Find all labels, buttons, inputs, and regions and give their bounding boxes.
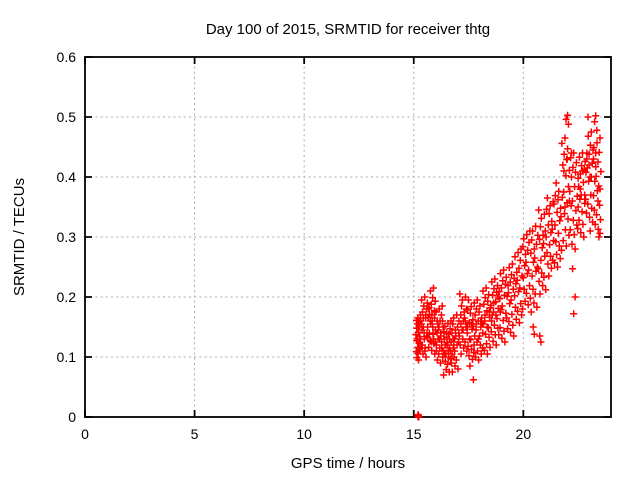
x-tick-label: 10 (296, 426, 312, 442)
x-tick-label: 5 (191, 426, 199, 442)
y-tick-label: 0.5 (57, 109, 77, 125)
y-tick-label: 0.1 (57, 349, 77, 365)
chart-title: Day 100 of 2015, SRMTID for receiver tht… (206, 21, 490, 38)
y-tick-label: 0.4 (57, 169, 77, 185)
x-tick-label: 15 (406, 426, 422, 442)
y-tick-label: 0.6 (57, 49, 77, 65)
plot-frame (84, 56, 612, 418)
y-tick-label: 0 (68, 409, 76, 425)
x-tick-label: 0 (81, 426, 89, 442)
data-points (412, 111, 605, 421)
y-tick-label: 0.3 (57, 229, 77, 245)
y-tick-label: 0.2 (57, 289, 77, 305)
tick-marks (84, 56, 611, 418)
x-axis-label: GPS time / hours (291, 455, 405, 472)
series-srmtid-markers (412, 111, 605, 421)
x-tick-label: 20 (516, 426, 532, 442)
y-axis-label: SRMTID / TECUs (11, 178, 28, 296)
tick-labels: 0 5 10 15 20 0 0.1 0.2 0.3 0.4 0.5 0.6 (57, 49, 532, 442)
